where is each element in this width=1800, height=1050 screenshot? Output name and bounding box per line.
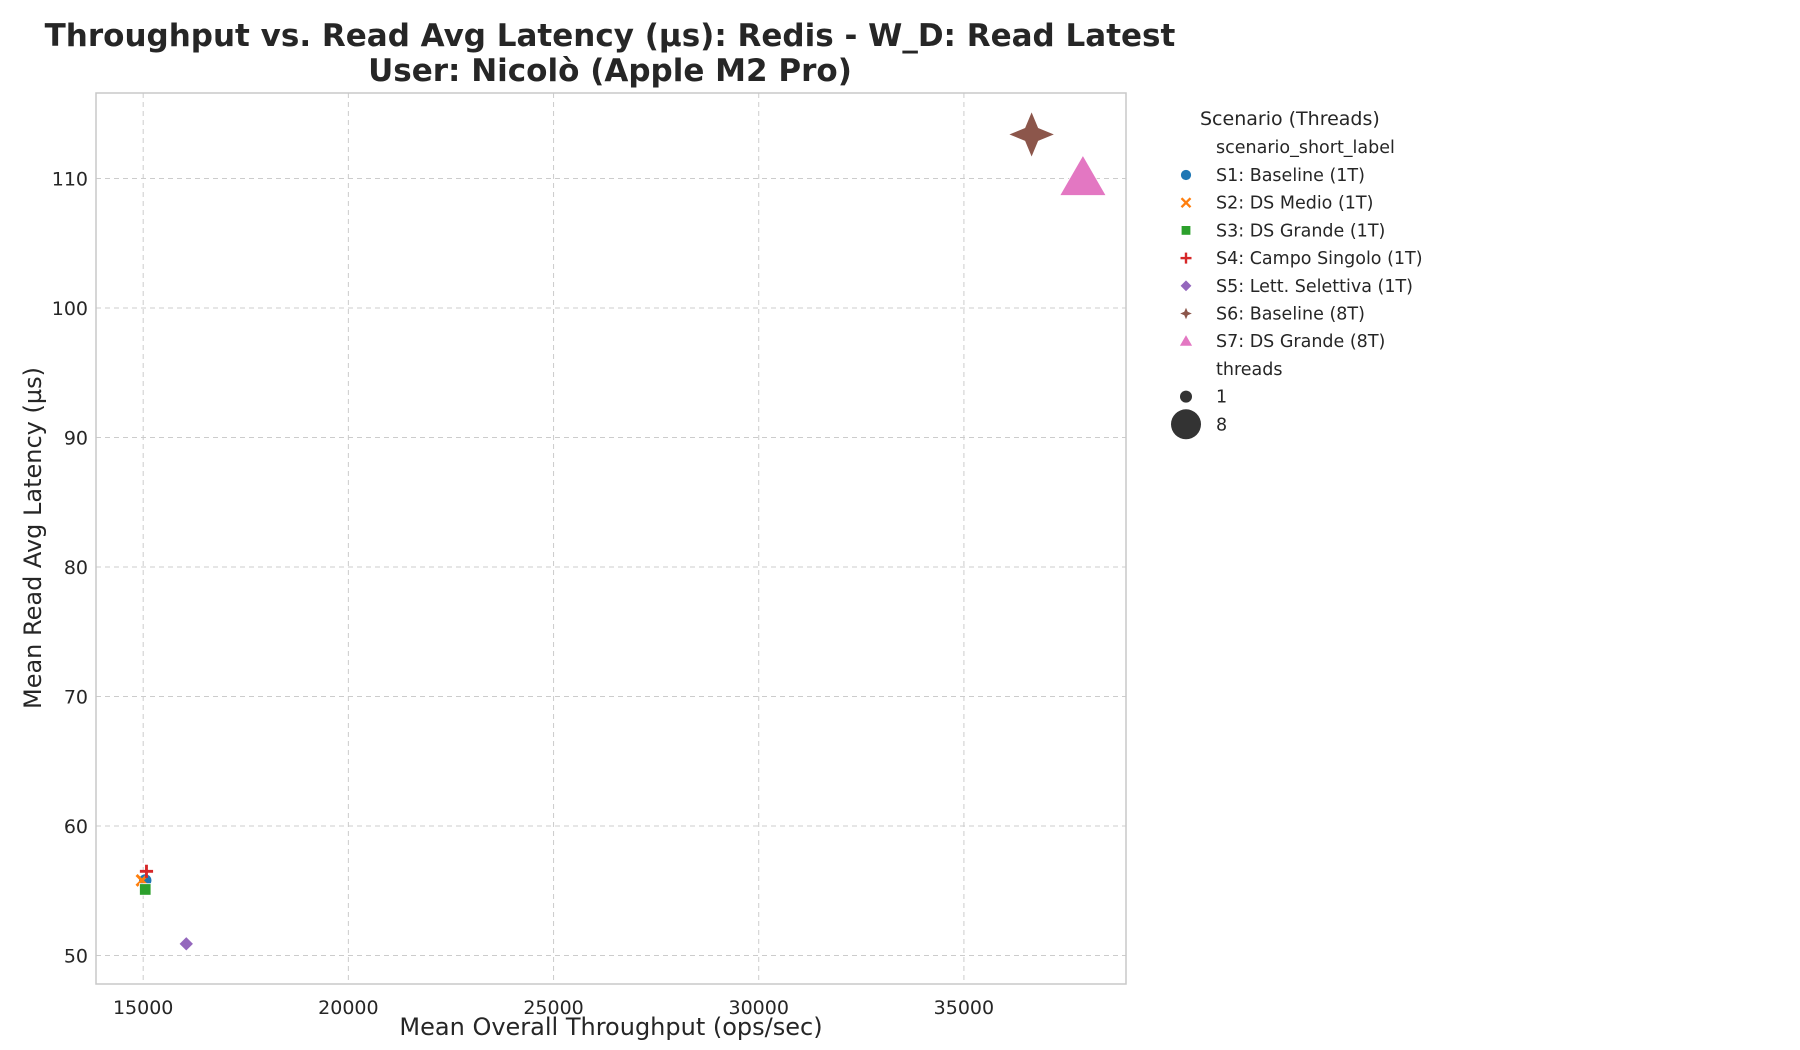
x-tick-label: 35000: [934, 997, 994, 1019]
legend-size-label: 1: [1216, 388, 1227, 408]
legend-size-label: 8: [1216, 415, 1227, 435]
legend-hue-header: scenario_short_label: [1216, 138, 1395, 158]
legend-label: S5: Lett. Selettiva (1T): [1216, 277, 1413, 297]
chart-title: Throughput vs. Read Avg Latency (µs): Re…: [45, 18, 1176, 54]
legend-marker: [1180, 197, 1192, 209]
legend-title: Scenario (Threads): [1200, 108, 1380, 130]
legend-marker: [1180, 169, 1192, 181]
chart-subtitle: User: Nicolò (Apple M2 Pro): [368, 53, 852, 89]
legend: Scenario (Threads) scenario_short_label …: [1171, 108, 1423, 440]
legend-size-marker: [1180, 390, 1192, 403]
legend-size-marker: [1171, 409, 1201, 440]
data-point: [139, 864, 154, 878]
legend-label: S1: Baseline (1T): [1216, 166, 1365, 186]
x-tick-label: 15000: [113, 997, 173, 1019]
plot-frame: [95, 92, 1127, 985]
legend-marker: [1180, 225, 1192, 236]
y-axis-ticks: 50 60 70 80 90 100 110: [52, 168, 88, 967]
legend-label: S7: DS Grande (8T): [1216, 332, 1385, 352]
legend-label: S6: Baseline (8T): [1216, 305, 1365, 325]
legend-label: S4: Campo Singolo (1T): [1216, 249, 1423, 269]
x-tick-label: 30000: [729, 997, 789, 1019]
data-point: [178, 936, 195, 952]
grid-lines: [96, 93, 1126, 984]
data-point: [1059, 154, 1107, 196]
x-tick-label: 20000: [318, 997, 378, 1019]
y-tick-label: 50: [64, 946, 88, 968]
data-point: [139, 883, 152, 896]
legend-label: S3: DS Grande (1T): [1216, 221, 1385, 241]
legend-size-header: threads: [1216, 360, 1282, 380]
y-tick-label: 80: [64, 557, 88, 579]
x-axis-label: Mean Overall Throughput (ops/sec): [399, 1013, 822, 1041]
y-tick-label: 90: [64, 427, 88, 449]
data-points: [135, 110, 1107, 952]
data-point: [1007, 110, 1056, 159]
y-axis-label: Mean Read Avg Latency (µs): [19, 367, 47, 709]
legend-label: S2: DS Medio (1T): [1216, 194, 1373, 214]
legend-marker: [1179, 279, 1193, 293]
y-tick-label: 100: [52, 298, 88, 320]
legend-marker: [1180, 252, 1192, 264]
y-tick-label: 70: [64, 686, 88, 708]
x-tick-label: 25000: [523, 997, 583, 1019]
legend-marker: [1178, 333, 1194, 347]
x-axis-ticks: 15000 20000 25000 30000 35000: [113, 997, 994, 1019]
y-tick-label: 60: [64, 816, 88, 838]
y-tick-label: 110: [52, 168, 88, 190]
legend-marker: [1178, 305, 1194, 322]
